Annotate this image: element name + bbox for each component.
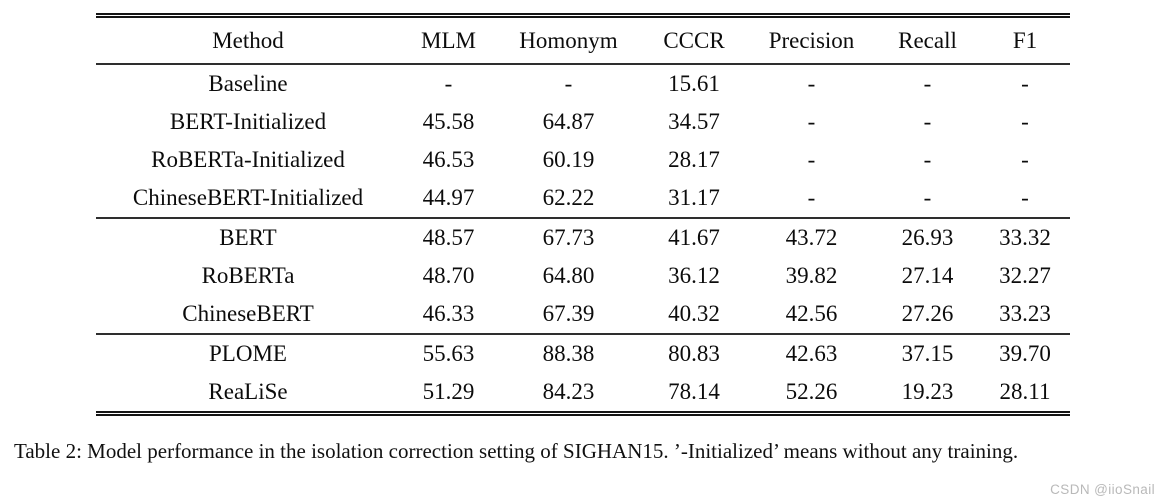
value-cell: 27.26	[901, 301, 954, 326]
value-cell: -	[807, 109, 816, 134]
table-header: Method MLM Homonym CCCR Precision Recall F1	[96, 15, 1070, 65]
value-cell: 15.61	[668, 71, 720, 96]
value-cell: 34.57	[668, 109, 720, 134]
table-row: RoBERTa 48.70 64.80 36.12 39.82 27.14 32.27	[96, 257, 1070, 295]
table-row: ReaLiSe 51.29 84.23 78.14 52.26 19.23 28.11	[96, 373, 1070, 414]
header-row: Method MLM Homonym CCCR Precision Recall F1	[96, 15, 1070, 65]
column-header-f1: F1	[980, 15, 1070, 65]
column-header-recall: Recall	[875, 15, 980, 65]
value-cell: -	[564, 71, 573, 96]
results-table: Method MLM Homonym CCCR Precision Recall F1 Ba…	[96, 13, 1070, 416]
table-row: RoBERTa-Initialized 46.53 60.19 28.17 - - -	[96, 141, 1070, 179]
column-header-precision: Precision	[748, 15, 875, 65]
table-group-2: BERT 48.57 67.73 41.67 43.72 26.93 33.32 RoBERT…	[96, 218, 1070, 334]
value-cell: -	[1021, 109, 1029, 134]
method-cell: BERT	[219, 225, 277, 250]
value-cell: 43.72	[785, 225, 838, 250]
value-cell: 78.14	[668, 379, 720, 404]
table-row: Baseline - - 15.61 - - -	[96, 64, 1070, 103]
value-cell: 27.14	[901, 263, 954, 288]
value-cell: -	[444, 71, 453, 96]
value-cell: 52.26	[785, 379, 838, 404]
column-header-mlm: MLM	[400, 15, 497, 65]
value-cell: -	[923, 71, 932, 96]
value-cell: 33.23	[999, 301, 1051, 326]
table-group-3: PLOME 55.63 88.38 80.83 42.63 37.15 39.70 ReaLi…	[96, 334, 1070, 414]
value-cell: 40.32	[668, 301, 720, 326]
method-cell: ChineseBERT-Initialized	[132, 185, 364, 210]
value-cell: 45.58	[422, 109, 475, 134]
value-cell: 51.29	[422, 379, 475, 404]
value-cell: 42.56	[785, 301, 838, 326]
column-header-cccr: CCCR	[640, 15, 748, 65]
table-row: BERT 48.57 67.73 41.67 43.72 26.93 33.32	[96, 218, 1070, 257]
method-cell: ChineseBERT	[182, 301, 314, 326]
value-cell: 46.53	[422, 147, 475, 172]
value-cell: 37.15	[901, 341, 954, 366]
value-cell: 44.97	[422, 185, 475, 210]
results-table-container: Method MLM Homonym CCCR Precision Recall F1 Ba…	[96, 13, 1070, 416]
value-cell: 42.63	[785, 341, 838, 366]
table-caption: Table 2: Model performance in the isolat…	[14, 439, 1019, 463]
value-cell: 60.19	[542, 147, 595, 172]
method-cell: Baseline	[208, 71, 288, 96]
value-cell: -	[923, 109, 932, 134]
value-cell: 88.38	[542, 341, 595, 366]
table-row: BERT-Initialized 45.58 64.87 34.57 - - -	[96, 103, 1070, 141]
method-cell: ReaLiSe	[208, 379, 288, 404]
value-cell: 48.70	[422, 263, 475, 288]
column-header-method: Method	[96, 15, 400, 65]
value-cell: -	[923, 185, 932, 210]
value-cell: -	[807, 147, 816, 172]
value-cell: 48.57	[422, 225, 475, 250]
value-cell: 64.87	[542, 109, 595, 134]
value-cell: 28.17	[668, 147, 720, 172]
value-cell: -	[807, 71, 816, 96]
value-cell: 80.83	[668, 341, 720, 366]
table-row: ChineseBERT 46.33 67.39 40.32 42.56 27.26 33.2…	[96, 295, 1070, 334]
value-cell: 31.17	[668, 185, 720, 210]
table-row: PLOME 55.63 88.38 80.83 42.63 37.15 39.70	[96, 334, 1070, 373]
value-cell: 39.70	[999, 341, 1051, 366]
method-cell: RoBERTa	[201, 263, 295, 288]
value-cell: 39.82	[785, 263, 838, 288]
value-cell: 32.27	[999, 263, 1051, 288]
method-cell: PLOME	[209, 341, 287, 366]
value-cell: 26.93	[901, 225, 954, 250]
value-cell: 64.80	[542, 263, 595, 288]
value-cell: 55.63	[422, 341, 475, 366]
value-cell: 33.32	[999, 225, 1051, 250]
value-cell: -	[807, 185, 816, 210]
value-cell: 41.67	[668, 225, 720, 250]
value-cell: 84.23	[542, 379, 595, 404]
value-cell: 67.39	[542, 301, 595, 326]
value-cell: 62.22	[542, 185, 595, 210]
value-cell: -	[1021, 185, 1029, 210]
value-cell: -	[1021, 147, 1029, 172]
value-cell: -	[923, 147, 932, 172]
value-cell: 46.33	[422, 301, 475, 326]
column-header-homonym: Homonym	[497, 15, 640, 65]
value-cell: 36.12	[668, 263, 720, 288]
value-cell: 28.11	[999, 379, 1051, 404]
method-cell: RoBERTa-Initialized	[151, 147, 345, 172]
value-cell: -	[1021, 71, 1029, 96]
value-cell: 67.73	[542, 225, 595, 250]
method-cell: BERT-Initialized	[169, 109, 327, 134]
watermark: CSDN @iioSnail	[1050, 482, 1155, 497]
table-group-1: Baseline - - 15.61 - - - BERT-Initialized 45.58 6…	[96, 64, 1070, 218]
value-cell: 19.23	[901, 379, 954, 404]
table-row: ChineseBERT-Initialized 44.97 62.22 31.17 - -…	[96, 179, 1070, 218]
